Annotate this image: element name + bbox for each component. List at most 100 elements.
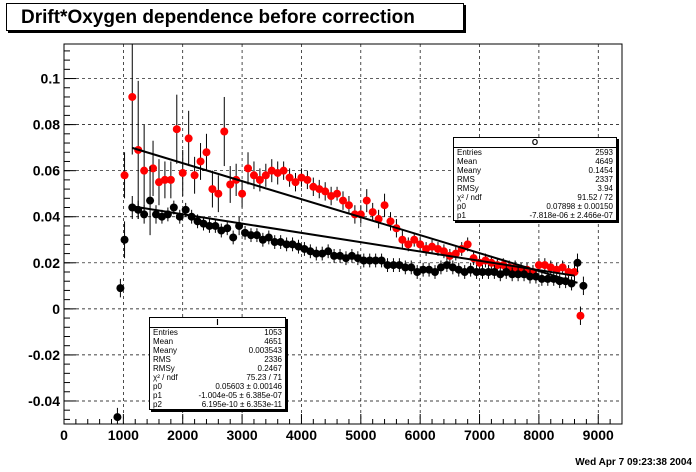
- stats-row: p1 -1.004e-05 ± 6.385e-07: [150, 391, 285, 400]
- data-point: [116, 284, 125, 293]
- data-point: [537, 274, 546, 283]
- stats-value: 4651: [264, 337, 282, 346]
- stats-row: χ² / ndf 91.52 / 72: [454, 193, 616, 202]
- stats-label: χ² / ndf: [153, 373, 178, 382]
- chart-title: Drift*Oxygen dependence before correctio…: [6, 3, 464, 31]
- stats-value: 0.003543: [248, 346, 282, 355]
- data-point: [558, 263, 567, 272]
- stats-row: RMS 2336: [150, 355, 285, 364]
- stats-value: 2593: [595, 148, 613, 157]
- data-point: [140, 166, 149, 175]
- stats-label: Meany: [457, 166, 482, 175]
- data-point: [120, 235, 129, 244]
- stats-value: 91.52 / 72: [577, 193, 613, 202]
- data-point: [190, 171, 199, 180]
- x-tick-label: 2000: [167, 427, 198, 443]
- grid-lines: [64, 44, 622, 424]
- stats-value: -1.004e-05 ± 6.385e-07: [198, 391, 282, 400]
- data-point: [386, 217, 395, 226]
- stats-row: p0 0.05603 ± 0.00146: [150, 382, 285, 391]
- y-tick-label: 0: [52, 301, 60, 317]
- data-point: [264, 233, 273, 242]
- data-point: [181, 205, 190, 214]
- y-tick-label: -0.04: [28, 393, 60, 409]
- data-point: [178, 168, 187, 177]
- stats-row: p1 -7.818e-06 ± 2.466e-07: [454, 211, 616, 220]
- stats-box-o-header: O: [454, 138, 616, 148]
- data-point: [525, 272, 534, 281]
- data-point: [514, 270, 523, 279]
- stats-label: Entries: [457, 148, 482, 157]
- y-tick-label: 0.02: [33, 255, 60, 271]
- data-point: [543, 274, 552, 283]
- data-point: [160, 175, 169, 184]
- data-point: [238, 189, 247, 198]
- data-point: [371, 256, 380, 265]
- data-point: [282, 240, 291, 249]
- data-point: [249, 171, 258, 180]
- data-point: [321, 187, 330, 196]
- data-point: [389, 261, 398, 270]
- x-tick-label: 5000: [345, 427, 376, 443]
- data-point: [478, 268, 487, 276]
- data-point: [202, 148, 211, 157]
- stats-row: Meany 0.003543: [150, 346, 285, 355]
- stats-box-i-header: I: [150, 318, 285, 328]
- stats-row: RMSy 3.94: [454, 184, 616, 193]
- data-point: [128, 92, 137, 101]
- y-tick-label: 0.06: [33, 163, 60, 179]
- data-point: [570, 268, 579, 276]
- stats-box-i: I Entries 1053 Mean 4651 Meany 0.003543 RMS…: [149, 317, 286, 410]
- y-tick-label: 0.1: [41, 71, 61, 87]
- stats-row: χ² / ndf 75.23 / 71: [150, 373, 285, 382]
- data-point: [579, 281, 588, 290]
- data-point: [398, 235, 407, 244]
- data-point: [419, 265, 428, 274]
- fit-line: [131, 146, 578, 284]
- data-point: [220, 127, 229, 136]
- data-point: [196, 157, 205, 166]
- x-tick-label: 0: [60, 427, 68, 443]
- data-point: [205, 221, 214, 230]
- fit-line: [129, 204, 575, 277]
- data-point: [113, 413, 122, 422]
- data-point: [439, 247, 448, 256]
- data-point: [555, 277, 564, 286]
- stats-label: Meany: [153, 346, 178, 355]
- stats-label: RMSy: [457, 184, 479, 193]
- stats-label: p0: [457, 202, 466, 211]
- stats-value: 4649: [595, 157, 613, 166]
- stats-row: Mean 4651: [150, 337, 285, 346]
- stats-label: p2: [153, 400, 162, 409]
- data-point: [383, 261, 392, 270]
- data-point: [244, 164, 253, 173]
- y-tick-label: 0.08: [33, 117, 60, 133]
- x-tick-label: 7000: [464, 427, 495, 443]
- data-point: [344, 201, 353, 210]
- data-point: [211, 221, 220, 230]
- data-point: [472, 268, 481, 276]
- stats-row: Entries 1053: [150, 328, 285, 337]
- data-point: [333, 189, 342, 198]
- stats-value: -7.818e-06 ± 2.466e-07: [529, 211, 613, 220]
- stats-row: p2 6.195e-10 ± 6.353e-11: [150, 400, 285, 409]
- data-point: [312, 249, 321, 258]
- stats-label: RMS: [153, 355, 171, 364]
- data-point: [291, 178, 300, 187]
- data-point: [172, 125, 181, 134]
- y-tick-label: 0.04: [33, 209, 60, 225]
- stats-value: 0.05603 ± 0.00146: [215, 382, 282, 391]
- axis-ticks: 0 1000 2000 3000 4000 5000 6000 7000 8000 9000 -0.…: [28, 50, 614, 443]
- stats-label: RMSy: [153, 364, 175, 373]
- data-point: [146, 196, 155, 205]
- data-point: [416, 240, 425, 249]
- data-point: [140, 210, 149, 219]
- data-point: [214, 189, 223, 198]
- stats-value: 6.195e-10 ± 6.353e-11: [201, 400, 282, 409]
- data-point: [303, 175, 312, 184]
- data-point: [223, 224, 232, 233]
- data-point: [261, 171, 270, 180]
- stats-row: p0 0.07898 ± 0.00150: [454, 202, 616, 211]
- stats-value: 2336: [264, 355, 282, 364]
